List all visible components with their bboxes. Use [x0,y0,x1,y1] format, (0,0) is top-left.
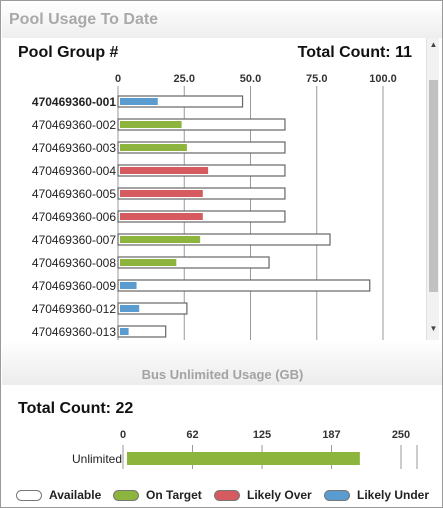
available-bar [117,141,286,154]
row-label: 470469360-003 [32,141,116,155]
usage-bar [120,259,177,266]
row-label: Unlimited [72,452,122,466]
x-tick-label: 100.0 [369,73,397,85]
row-label: 470469360-008 [32,256,116,270]
available-bar [117,95,244,108]
pool-total-count: Total Count: 11 [297,44,412,61]
available-bar [117,279,371,292]
usage-bar [120,167,209,174]
usage-bar [120,236,201,243]
bus-total-count: Total Count: 22 [18,400,134,417]
pool-group-header: Pool Group # [18,44,119,61]
x-tick-label: 50.0 [240,73,261,85]
pool-chart-scrollbar[interactable]: ▲ ▼ [426,38,439,340]
legend-label-likely-under: Likely Under [357,488,430,502]
usage-bar [120,98,158,105]
pool-usage-chart: 0 25.0 50.0 75.0 100.0 470469360-001 470469360… [32,73,397,340]
legend-swatch-on-target [113,490,139,501]
row-label: 470469360-007 [32,233,116,247]
available-bar [117,325,167,338]
x-tick-label: 187 [322,429,340,441]
legend-label-available: Available [49,488,102,502]
row-label: 470469360-012 [32,302,116,316]
row-label: 470469360-006 [32,210,116,224]
available-bar [117,302,188,315]
row-label: 470469360-005 [32,187,116,201]
scroll-up-arrow-icon[interactable]: ▲ [429,40,438,49]
x-tick-label: 25.0 [174,73,195,85]
legend-label-on-target: On Target [146,488,202,502]
x-tick-label: 0 [115,73,121,85]
available-bar [117,233,331,246]
panel-title: Pool Usage To Date [9,11,159,28]
available-bar [117,256,270,269]
x-tick-label: 0 [120,429,126,441]
row-label: 470469360-009 [32,279,116,293]
row-label: 470469360-013 [32,325,116,339]
usage-bar [120,121,182,128]
usage-bar [120,190,203,197]
section-divider-band [2,340,442,385]
pool-group-chart-area[interactable]: Pool Group # Total Count: 11 0 25.0 50.0 75… [6,38,439,340]
usage-bar [127,452,360,465]
legend-swatch-available [16,490,42,501]
usage-bar [120,213,203,220]
usage-bar [120,282,137,289]
bus-usage-chart: 0 62 125 187 250 Unlimited [72,429,418,469]
bus-chart-title: Bus Unlimited Usage (GB) [141,367,304,382]
row-label: 470469360-001 [32,95,116,109]
pool-chart-header: Pool Group # Total Count: 11 [6,38,424,68]
chart-legend: Available On Target Likely Over Likely U… [1,485,443,505]
row-label: 470469360-004 [32,164,116,178]
scroll-down-arrow-icon[interactable]: ▼ [429,324,438,333]
usage-bar [120,144,187,151]
legend-label-likely-over: Likely Over [247,488,312,502]
panel-header: Pool Usage To Date [2,2,442,38]
x-tick-label: 62 [186,429,198,441]
legend-swatch-likely-over [214,490,240,501]
usage-bar [120,305,140,312]
scrollbar-thumb[interactable] [429,80,438,292]
legend-swatch-likely-under [324,490,350,501]
x-tick-label: 75.0 [306,73,327,85]
x-tick-label: 125 [253,429,271,441]
row-label: 470469360-002 [32,118,116,132]
x-tick-label: 250 [392,429,410,441]
usage-bar [120,328,129,335]
available-bar [117,118,286,131]
